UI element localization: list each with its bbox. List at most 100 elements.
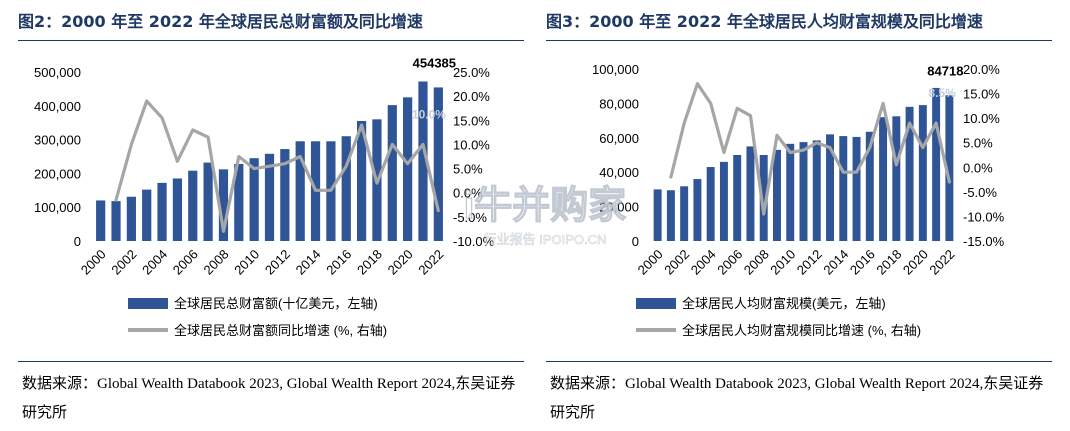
wealth-total-chart: 0 100,000 200,000 300,000 400,000 500,000 -10.… [34,55,495,338]
legend-label-line: 全球居民总财富额同比增速 (%, 右轴) [174,323,387,338]
bar-value-label: 454385 [413,55,456,70]
legend-swatch-bar [128,298,168,309]
bar-2011 [799,142,808,241]
bar-2007 [746,146,755,241]
left-axis-tick: 400,000 [34,99,81,114]
title-divider [546,40,1052,41]
x-axis-tick: 2000 [78,247,109,278]
right-axis-tick: 25.0% [453,65,490,80]
growth-line [669,82,951,216]
bar-2013 [295,141,305,241]
bar-2007 [203,162,213,241]
bar-2000 [96,200,106,241]
left-axis-tick: 0 [74,234,81,249]
bar-2022 [433,87,443,241]
x-axis-tick: 2010 [767,247,798,278]
bar-2018 [892,116,901,241]
x-axis-tick: 2008 [201,247,232,278]
bar-2019 [905,106,914,241]
chart-title: 图2：2000 年至 2022 年全球居民总财富额及同比增速 [18,12,423,31]
left-axis-tick: 300,000 [34,133,81,148]
bar-2012 [280,149,290,241]
x-axis-tick: 2020 [900,247,931,278]
x-axis-tick: 2016 [847,247,878,278]
bar-2002 [680,186,689,241]
right-axis-tick: 5.0% [453,162,483,177]
bar-2006 [733,155,742,241]
right-axis-tick: -15.0% [963,234,1005,249]
right-axis-tick: 10.0% [453,137,490,152]
left-axis-tick: 40,000 [599,165,639,180]
bar-2004 [706,167,715,241]
right-axis-tick: 15.0% [963,87,1000,102]
bar-2020 [918,105,927,241]
x-axis-tick: 2012 [794,247,825,278]
right-axis-tick: 5.0% [963,136,993,151]
x-axis-tick: 2022 [926,247,957,278]
bar-2019 [387,105,397,242]
bar-2001 [666,190,675,241]
source-note: 数据来源：Global Wealth Databook 2023, Global… [550,376,1044,421]
source-divider [546,361,1052,362]
line-value-label: 8.5% [928,86,956,100]
bar-2016 [865,131,874,241]
chart-title: 图3：2000 年至 2022 年全球居民人均财富规模及同比增速 [546,12,983,31]
x-axis-tick: 2016 [323,247,354,278]
wealth-per-capita-chart: 0 20,000 40,000 60,000 80,000 100,000 -15.0% -1… [592,62,1005,338]
title-divider [18,40,524,41]
x-axis-tick: 2002 [661,247,692,278]
bar-2008 [759,155,768,241]
bar-value-label: 84718 [927,63,963,78]
x-axis-tick: 2004 [139,247,170,278]
right-axis-tick: 10.0% [963,111,1000,126]
source-divider [18,361,524,362]
bar-2021 [932,87,941,241]
bar-2003 [142,189,152,241]
source-note: 数据来源：Global Wealth Databook 2023, Global… [22,376,516,421]
line-value-label: 10.0% [412,107,446,121]
bar-2015 [852,136,861,241]
bar-2009 [773,149,781,241]
left-axis-tick: 60,000 [599,131,639,146]
bar-2002 [126,196,136,241]
x-axis-tick: 2012 [262,247,293,278]
bar-2009 [234,163,244,241]
bar-2005 [172,178,183,241]
bar-2014 [839,136,848,241]
bar-2003 [693,179,702,241]
growth-line [114,99,440,233]
bar-2006 [188,170,198,241]
left-axis-tick: 100,000 [34,200,81,215]
bar-2005 [719,161,728,241]
bar-2001 [111,201,121,241]
bar-2021 [418,81,428,241]
left-axis-tick: 200,000 [34,166,81,181]
x-axis-tick: 2002 [108,247,139,278]
bar-2012 [812,140,821,241]
right-axis-tick: -10.0% [963,209,1005,224]
x-axis-tick: 2014 [293,247,324,278]
right-axis-tick: 0.0% [963,160,993,175]
x-axis-tick: 2004 [688,247,719,278]
x-axis-tick: 2014 [820,247,851,278]
left-axis-tick: 100,000 [592,62,639,77]
left-axis-tick: 80,000 [599,96,639,111]
bar-2017 [356,121,367,241]
legend-swatch-bar [636,298,676,309]
bar-2011 [264,153,275,241]
left-axis-tick: 500,000 [34,65,81,80]
bar-2013 [826,134,834,241]
x-axis-tick: 2022 [415,247,446,278]
x-axis-tick: 2008 [741,247,772,278]
x-axis-tick: 2018 [354,247,385,278]
right-axis-tick: 15.0% [453,113,490,128]
bar-2008 [218,169,229,241]
x-axis-tick: 2020 [385,247,416,278]
x-axis-tick: 2010 [231,247,262,278]
right-axis-tick: -10.0% [453,234,495,249]
x-axis-tick: 2006 [714,247,745,278]
right-axis-tick: 0.0% [453,186,483,201]
right-axis-tick: -5.0% [453,210,487,225]
left-axis-tick: 0 [632,234,639,249]
bar-2010 [249,158,259,241]
